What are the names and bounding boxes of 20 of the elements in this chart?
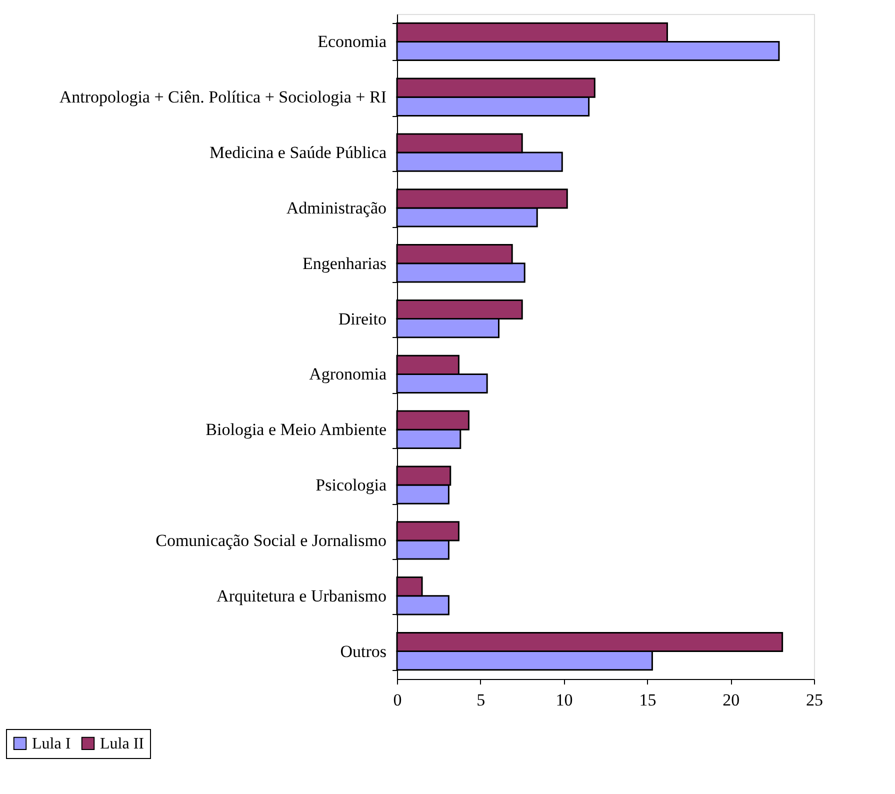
y-tick-label: Comunicação Social e Jornalismo bbox=[156, 530, 386, 550]
y-tick-label: Antropologia + Ciên. Política + Sociologia + RI bbox=[59, 88, 387, 107]
legend-label: Lula I bbox=[32, 735, 71, 752]
y-tick-label: Direito bbox=[338, 309, 386, 328]
x-tick-label: 0 bbox=[393, 690, 402, 710]
y-tick-label: Medicina e Saúde Pública bbox=[209, 143, 387, 162]
y-tick-label: Economia bbox=[318, 32, 387, 52]
x-tick-label: 15 bbox=[639, 690, 656, 710]
y-tick-label: Administração bbox=[286, 198, 386, 218]
x-tick-label: 10 bbox=[556, 690, 573, 710]
y-tick-label: Biologia e Meio Ambiente bbox=[206, 420, 386, 440]
x-tick-label: 25 bbox=[806, 690, 823, 710]
x-tick-label: 5 bbox=[476, 690, 486, 710]
x-tick-label: 20 bbox=[722, 690, 740, 710]
y-tick-label: Outros bbox=[340, 642, 386, 661]
legend-label: Lula II bbox=[100, 735, 144, 752]
y-tick-label: Agronomia bbox=[309, 364, 387, 384]
y-tick-label: Psicologia bbox=[316, 476, 387, 495]
y-tick-label: Engenharias bbox=[302, 254, 386, 273]
y-tick-label: Arquitetura e Urbanismo bbox=[216, 586, 386, 606]
